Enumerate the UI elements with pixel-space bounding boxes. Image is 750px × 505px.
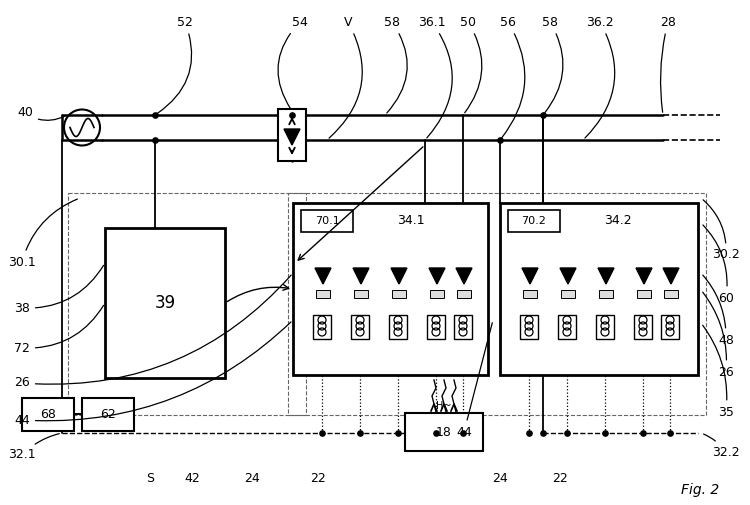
Bar [508, 210, 560, 232]
Bar [637, 290, 651, 298]
Text: 24: 24 [244, 472, 260, 484]
Bar [68, 193, 306, 415]
Text: V: V [329, 16, 362, 138]
Bar [664, 290, 678, 298]
Text: 32.2: 32.2 [704, 434, 740, 459]
Polygon shape [598, 268, 614, 284]
Text: 22: 22 [310, 472, 326, 484]
Text: S: S [146, 472, 154, 484]
Bar [457, 290, 471, 298]
Bar [634, 315, 652, 339]
Text: 70.2: 70.2 [521, 216, 547, 226]
Bar [405, 413, 483, 451]
Bar [313, 315, 331, 339]
Text: 26: 26 [14, 275, 291, 389]
Bar [82, 398, 134, 431]
Text: 34.2: 34.2 [604, 215, 631, 227]
Text: 54: 54 [278, 16, 308, 109]
Text: 39: 39 [154, 294, 176, 312]
Polygon shape [456, 268, 472, 284]
Bar [599, 290, 613, 298]
Text: 30.2: 30.2 [703, 200, 740, 262]
Text: 28: 28 [660, 16, 676, 112]
Text: H~: H~ [436, 401, 451, 411]
Text: Fig. 2: Fig. 2 [681, 483, 719, 497]
Bar [316, 290, 330, 298]
Bar [427, 315, 445, 339]
Text: 35: 35 [703, 325, 734, 419]
Polygon shape [391, 268, 407, 284]
Text: 58: 58 [384, 16, 407, 113]
Bar [661, 315, 679, 339]
Text: 34.1: 34.1 [398, 215, 424, 227]
Bar [105, 228, 225, 378]
Text: 40: 40 [17, 107, 64, 120]
Bar [430, 290, 444, 298]
Text: 62: 62 [100, 408, 116, 421]
Text: 50: 50 [460, 16, 482, 113]
Polygon shape [636, 268, 652, 284]
Bar [278, 109, 306, 161]
Polygon shape [429, 268, 445, 284]
Text: 44: 44 [456, 323, 492, 438]
Polygon shape [353, 268, 369, 284]
Text: 70.1: 70.1 [315, 216, 339, 226]
Bar [389, 315, 407, 339]
Text: 38: 38 [14, 265, 104, 315]
Text: 48: 48 [703, 275, 734, 346]
Text: 26: 26 [703, 292, 734, 379]
Polygon shape [663, 268, 679, 284]
Bar [523, 290, 537, 298]
Text: 18: 18 [436, 426, 452, 438]
Polygon shape [522, 268, 538, 284]
Text: 24: 24 [492, 472, 508, 484]
Bar [293, 203, 488, 375]
Polygon shape [284, 129, 300, 145]
Text: 42: 42 [184, 472, 200, 484]
Bar [354, 290, 368, 298]
Text: 22: 22 [552, 472, 568, 484]
Bar [351, 315, 369, 339]
Bar [301, 210, 353, 232]
Text: 72: 72 [14, 306, 104, 355]
Text: 56: 56 [500, 16, 525, 138]
Bar [22, 398, 74, 431]
Text: 32.1: 32.1 [8, 434, 59, 462]
Bar [520, 315, 538, 339]
Text: 36.2: 36.2 [585, 16, 615, 138]
Text: 68: 68 [40, 408, 56, 421]
Bar [288, 193, 706, 415]
Text: 30.1: 30.1 [8, 199, 77, 269]
Text: 60: 60 [703, 225, 734, 305]
Bar [500, 203, 698, 375]
Text: 36.1: 36.1 [419, 16, 452, 138]
Polygon shape [315, 268, 331, 284]
Bar [596, 315, 614, 339]
Text: 52: 52 [158, 16, 193, 114]
Bar [558, 315, 576, 339]
Bar [561, 290, 575, 298]
Bar [454, 315, 472, 339]
Text: 44: 44 [14, 322, 291, 427]
Text: 58: 58 [542, 16, 563, 113]
Bar [392, 290, 406, 298]
Polygon shape [560, 268, 576, 284]
